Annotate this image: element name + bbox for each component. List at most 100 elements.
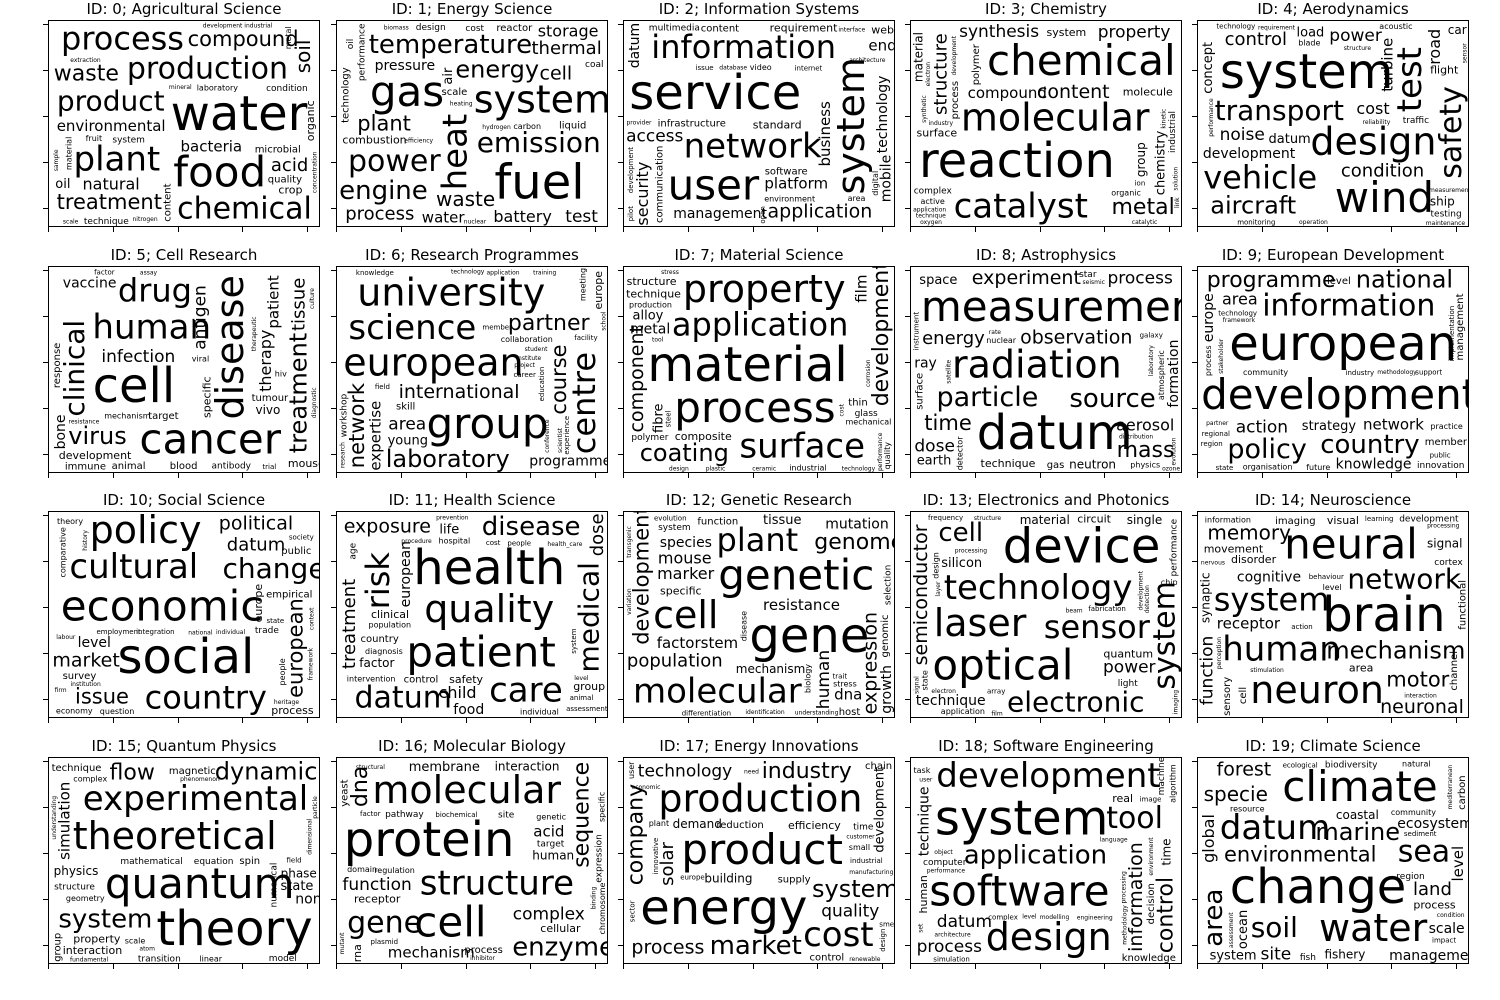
cloud-word: molecule xyxy=(1123,86,1173,99)
cloud-word: genomic xyxy=(880,615,891,658)
cloud-word: diagnostic xyxy=(311,387,318,418)
cloud-word: biomass xyxy=(384,25,409,32)
y-axis-tick xyxy=(905,699,910,700)
cloud-word: member xyxy=(482,323,512,331)
cloud-word: system xyxy=(1210,948,1257,963)
cloud-word: member xyxy=(1425,437,1468,448)
cloud-word: structural xyxy=(356,764,385,771)
wordcloud-area: brain neural neuron human system mechanism net… xyxy=(1197,511,1469,718)
cloud-word: laboratory xyxy=(1148,345,1155,376)
cloud-word: mobile xyxy=(878,155,894,202)
cloud-word: process xyxy=(674,383,835,432)
cloud-word: fruit xyxy=(86,134,103,143)
cloud-word: neuron xyxy=(1250,668,1384,712)
cloud-word: motor xyxy=(1386,668,1449,692)
cloud-word: soil xyxy=(291,40,315,74)
cloud-word: single xyxy=(1127,513,1163,527)
panel-title: ID: 5; Cell Research xyxy=(110,246,258,264)
cloud-word: policy xyxy=(90,512,202,552)
cloud-word: technology xyxy=(638,762,732,782)
cloud-word: development xyxy=(629,512,653,645)
cloud-word: technology xyxy=(341,67,352,123)
x-axis-tick xyxy=(1104,718,1105,723)
cloud-word: signal xyxy=(914,676,921,694)
y-axis-tick xyxy=(43,362,48,363)
cloud-word: processing xyxy=(1427,523,1460,530)
cloud-word: region xyxy=(1201,440,1223,448)
panel-title: ID: 15; Quantum Physics xyxy=(91,737,277,755)
cloud-word: bone xyxy=(53,414,69,449)
cloud-word: technique xyxy=(84,217,129,227)
cloud-word: methodology xyxy=(1121,905,1128,945)
cloud-word: policy xyxy=(1227,434,1307,465)
cloud-word: management xyxy=(1389,948,1469,964)
cloud-word: food xyxy=(453,702,484,718)
x-axis-tick xyxy=(1456,227,1457,232)
cloud-word: receptor xyxy=(354,893,401,906)
cloud-word: development xyxy=(1201,370,1469,419)
cloud-word: learning xyxy=(1365,515,1394,523)
cloud-word: factorstem xyxy=(657,634,738,652)
cloud-word: time xyxy=(853,823,874,833)
x-axis-tick xyxy=(1391,718,1392,723)
cloud-word: plant xyxy=(357,112,411,136)
cloud-word: platform xyxy=(764,175,828,193)
cloud-word: factor xyxy=(94,268,115,276)
cloud-word: content xyxy=(162,183,173,221)
y-axis-tick xyxy=(43,454,48,455)
cloud-word: particle xyxy=(312,796,319,819)
panel-title: ID: 11; Health Science xyxy=(388,491,556,509)
cloud-word: theory xyxy=(57,517,83,526)
cloud-word: industrial xyxy=(850,857,883,865)
panel-title: ID: 6; Research Programmes xyxy=(365,246,579,264)
cloud-word: industry xyxy=(762,759,852,784)
cloud-word: reduction xyxy=(716,820,763,831)
wordcloud-area: health patient quality care risk datum medical… xyxy=(336,511,608,718)
cloud-word: dose xyxy=(587,513,608,556)
cloud-word: question xyxy=(100,707,135,716)
cloud-word: user xyxy=(668,160,760,209)
cloud-word: processing xyxy=(955,547,988,554)
cloud-word: noise xyxy=(1220,125,1265,145)
cloud-word: plastic xyxy=(706,466,726,473)
cloud-word: cell xyxy=(93,358,176,414)
cloud-word: individual xyxy=(520,708,559,717)
cloud-word: international xyxy=(399,381,520,403)
x-axis-tick xyxy=(401,718,402,723)
wordcloud-panel: ID: 2; Information Systems service user sys… xyxy=(613,0,905,235)
cloud-word: magnetic xyxy=(169,766,216,777)
panel-title: ID: 18; Software Engineering xyxy=(938,737,1154,755)
panel-title: ID: 0; Agricultural Science xyxy=(86,0,282,18)
cloud-word: movement xyxy=(1204,542,1264,555)
y-axis-tick xyxy=(331,853,336,854)
x-axis-tick xyxy=(975,227,976,232)
y-axis-tick xyxy=(905,561,910,562)
cloud-word: detection xyxy=(1144,585,1151,614)
cloud-word: web xyxy=(871,23,894,36)
cloud-word: microbial xyxy=(255,144,301,155)
cloud-word: structure xyxy=(1344,45,1372,52)
cloud-word: expertise xyxy=(367,401,385,471)
cloud-word: tool xyxy=(652,337,664,344)
cloud-word: device xyxy=(1003,519,1161,575)
cloud-word: cortex xyxy=(1434,558,1463,568)
cloud-word: technology xyxy=(842,466,876,473)
cloud-word: process xyxy=(1413,899,1456,912)
cloud-word: turbine xyxy=(1378,38,1396,92)
x-axis-tick xyxy=(113,473,114,478)
wordcloud-area: fuel gas system heat temperature power emissio… xyxy=(336,20,608,227)
cloud-word: synthesis xyxy=(959,22,1039,42)
cloud-word: knowledge xyxy=(1336,457,1412,473)
cloud-word: efficiency xyxy=(404,137,433,144)
cloud-word: interface xyxy=(838,27,865,34)
cloud-word: measurement xyxy=(921,282,1182,331)
cloud-word: partner xyxy=(508,311,591,336)
y-axis-tick xyxy=(618,270,623,271)
cloud-word: soil xyxy=(1251,911,1298,944)
x-axis-tick xyxy=(817,227,818,232)
wordcloud-panel: ID: 16; Molecular Biology protein cell mole… xyxy=(326,737,618,972)
cloud-word: datum xyxy=(937,912,992,932)
cloud-word: dynamic xyxy=(215,758,318,786)
